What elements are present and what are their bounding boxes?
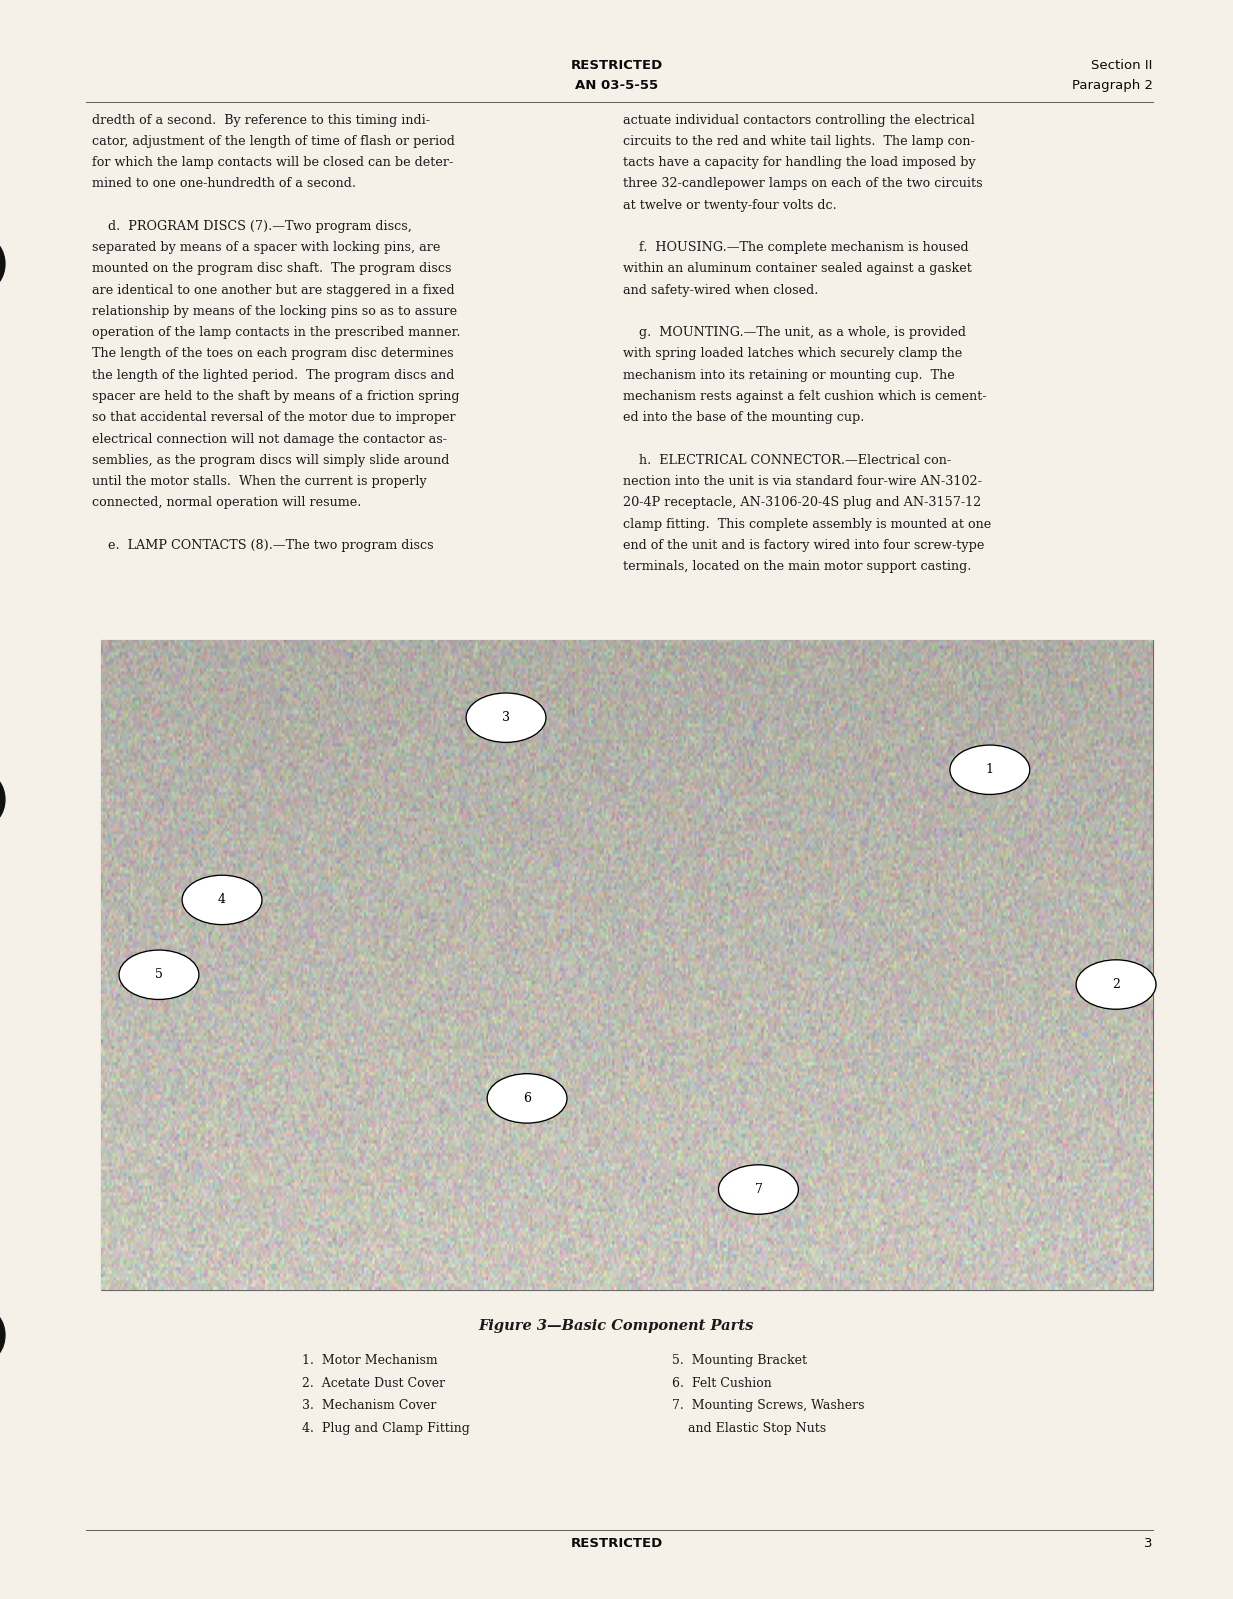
Circle shape (182, 875, 263, 924)
Text: d.  PROGRAM DISCS (7).—Two program discs,: d. PROGRAM DISCS (7).—Two program discs, (92, 221, 412, 233)
Text: within an aluminum container sealed against a gasket: within an aluminum container sealed agai… (623, 262, 972, 275)
Text: end of the unit and is factory wired into four screw-type: end of the unit and is factory wired int… (623, 539, 984, 552)
Text: 7.  Mounting Screws, Washers: 7. Mounting Screws, Washers (672, 1399, 864, 1412)
Text: ed into the base of the mounting cup.: ed into the base of the mounting cup. (623, 411, 864, 424)
Text: operation of the lamp contacts in the prescribed manner.: operation of the lamp contacts in the pr… (92, 326, 461, 339)
Text: with spring loaded latches which securely clamp the: with spring loaded latches which securel… (623, 347, 962, 360)
Text: RESTRICTED: RESTRICTED (571, 1537, 662, 1549)
Circle shape (0, 774, 5, 825)
Text: 7: 7 (755, 1183, 762, 1196)
Text: spacer are held to the shaft by means of a friction spring: spacer are held to the shaft by means of… (92, 390, 460, 403)
Text: mounted on the program disc shaft.  The program discs: mounted on the program disc shaft. The p… (92, 262, 453, 275)
Text: and Elastic Stop Nuts: and Elastic Stop Nuts (672, 1422, 826, 1434)
Text: Paragraph 2: Paragraph 2 (1071, 78, 1153, 93)
Text: RESTRICTED: RESTRICTED (571, 59, 662, 72)
Text: tacts have a capacity for handling the load imposed by: tacts have a capacity for handling the l… (623, 157, 975, 169)
Text: nection into the unit is via standard four-wire AN-3102-: nection into the unit is via standard fo… (623, 475, 981, 488)
Text: Section II: Section II (1091, 59, 1153, 72)
Text: 4.  Plug and Clamp Fitting: 4. Plug and Clamp Fitting (302, 1422, 470, 1434)
Text: 2: 2 (1112, 979, 1120, 991)
Text: until the motor stalls.  When the current is properly: until the motor stalls. When the current… (92, 475, 427, 488)
Circle shape (0, 1310, 5, 1361)
Text: the length of the lighted period.  The program discs and: the length of the lighted period. The pr… (92, 369, 455, 382)
Text: and safety-wired when closed.: and safety-wired when closed. (623, 283, 817, 297)
Text: are identical to one another but are staggered in a fixed: are identical to one another but are sta… (92, 283, 455, 297)
Text: so that accidental reversal of the motor due to improper: so that accidental reversal of the motor… (92, 411, 456, 424)
Circle shape (719, 1164, 799, 1214)
Text: g.  MOUNTING.—The unit, as a whole, is provided: g. MOUNTING.—The unit, as a whole, is pr… (623, 326, 965, 339)
Text: 6: 6 (523, 1092, 531, 1105)
Text: 3: 3 (502, 712, 510, 724)
Circle shape (949, 745, 1030, 795)
Text: terminals, located on the main motor support casting.: terminals, located on the main motor sup… (623, 560, 972, 572)
Text: The length of the toes on each program disc determines: The length of the toes on each program d… (92, 347, 454, 360)
Text: Figure 3—Basic Component Parts: Figure 3—Basic Component Parts (478, 1319, 755, 1334)
Text: circuits to the red and white tail lights.  The lamp con-: circuits to the red and white tail light… (623, 134, 974, 147)
Text: mechanism into its retaining or mounting cup.  The: mechanism into its retaining or mounting… (623, 369, 954, 382)
Text: three 32-candlepower lamps on each of the two circuits: three 32-candlepower lamps on each of th… (623, 177, 983, 190)
Text: 2.  Acetate Dust Cover: 2. Acetate Dust Cover (302, 1377, 445, 1390)
Text: AN 03-5-55: AN 03-5-55 (575, 78, 658, 93)
Text: mined to one one-hundredth of a second.: mined to one one-hundredth of a second. (92, 177, 356, 190)
Text: 5: 5 (155, 969, 163, 982)
Text: dredth of a second.  By reference to this timing indi-: dredth of a second. By reference to this… (92, 114, 430, 126)
Text: actuate individual contactors controlling the electrical: actuate individual contactors controllin… (623, 114, 974, 126)
Text: connected, normal operation will resume.: connected, normal operation will resume. (92, 496, 361, 510)
Text: 1: 1 (986, 763, 994, 776)
Text: h.  ELECTRICAL CONNECTOR.—Electrical con-: h. ELECTRICAL CONNECTOR.—Electrical con- (623, 454, 951, 467)
Text: electrical connection will not damage the contactor as-: electrical connection will not damage th… (92, 433, 448, 446)
Circle shape (1076, 959, 1157, 1009)
Circle shape (0, 238, 5, 289)
Text: clamp fitting.  This complete assembly is mounted at one: clamp fitting. This complete assembly is… (623, 518, 991, 531)
Text: 1.  Motor Mechanism: 1. Motor Mechanism (302, 1354, 438, 1367)
Text: relationship by means of the locking pins so as to assure: relationship by means of the locking pin… (92, 305, 457, 318)
Text: 20-4P receptacle, AN-3106-20-4S plug and AN-3157-12: 20-4P receptacle, AN-3106-20-4S plug and… (623, 496, 981, 510)
Circle shape (120, 950, 199, 999)
Text: 3: 3 (1144, 1537, 1153, 1549)
Text: e.  LAMP CONTACTS (8).—The two program discs: e. LAMP CONTACTS (8).—The two program di… (92, 539, 434, 552)
Text: for which the lamp contacts will be closed can be deter-: for which the lamp contacts will be clos… (92, 157, 454, 169)
Circle shape (487, 1073, 567, 1122)
Text: 5.  Mounting Bracket: 5. Mounting Bracket (672, 1354, 806, 1367)
Circle shape (466, 692, 546, 742)
Text: mechanism rests against a felt cushion which is cement-: mechanism rests against a felt cushion w… (623, 390, 986, 403)
Bar (101, 640, 1153, 1290)
Text: 4: 4 (218, 894, 226, 907)
Text: separated by means of a spacer with locking pins, are: separated by means of a spacer with lock… (92, 241, 441, 254)
Text: cator, adjustment of the length of time of flash or period: cator, adjustment of the length of time … (92, 134, 455, 147)
Text: at twelve or twenty-four volts dc.: at twelve or twenty-four volts dc. (623, 198, 836, 211)
Text: 6.  Felt Cushion: 6. Felt Cushion (672, 1377, 772, 1390)
Text: 3.  Mechanism Cover: 3. Mechanism Cover (302, 1399, 436, 1412)
Text: semblies, as the program discs will simply slide around: semblies, as the program discs will simp… (92, 454, 450, 467)
Text: f.  HOUSING.—The complete mechanism is housed: f. HOUSING.—The complete mechanism is ho… (623, 241, 968, 254)
